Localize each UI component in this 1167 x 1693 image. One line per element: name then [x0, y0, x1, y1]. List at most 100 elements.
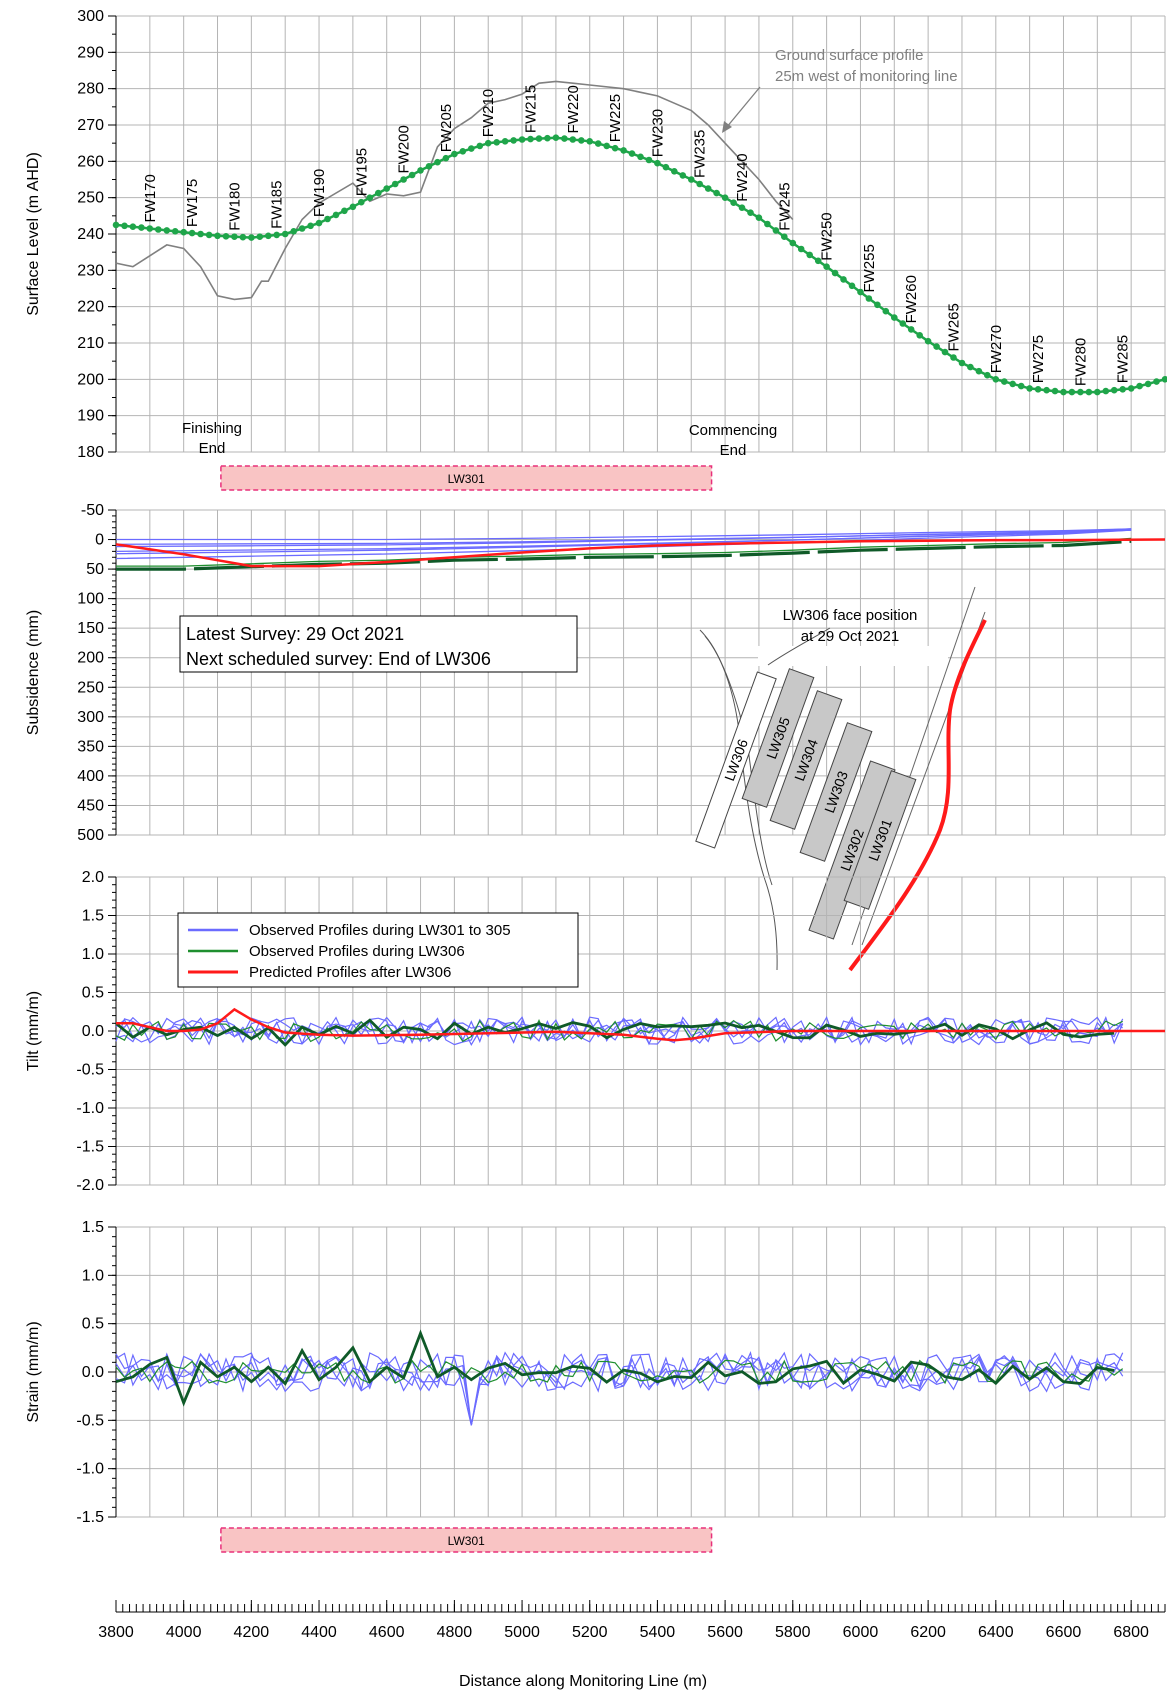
survey-mark-point — [358, 198, 365, 206]
inset-panel-rect — [695, 671, 777, 849]
survey-mark-point — [1001, 378, 1008, 385]
survey-mark-label: FW215 — [523, 85, 540, 133]
survey-mark-point — [865, 295, 873, 302]
lw301-extent-top — [220, 465, 713, 491]
survey-mark-point — [324, 215, 331, 223]
legend-box — [177, 912, 579, 988]
survey-mark-point — [222, 233, 230, 240]
x-tick-label: 5800 — [775, 1624, 811, 1641]
x-tick-label: 6000 — [843, 1624, 879, 1641]
survey-mark-point — [544, 134, 551, 142]
inset-panel-rect — [769, 690, 843, 830]
survey-mark-point — [781, 233, 788, 240]
distance-axis: 3800 4000 4200 4400 4600 4800 5000 5200 5400 5600… — [98, 1600, 1166, 1641]
survey-mark-point — [171, 228, 179, 235]
survey-mark-point — [1119, 386, 1126, 393]
survey-mark-point — [662, 163, 670, 171]
survey-mark-point — [637, 153, 644, 161]
legend — [177, 912, 579, 988]
survey-mark-point — [332, 211, 340, 219]
survey-mark-point — [603, 142, 610, 150]
finishing-end-line2: End — [199, 440, 226, 457]
survey-mark-point — [814, 257, 822, 265]
y-tick-label: 150 — [77, 620, 104, 637]
survey-mark-point — [1051, 387, 1059, 395]
survey-mark-point — [434, 158, 441, 166]
survey-line-latest: Latest Survey: 29 Oct 2021 — [186, 624, 404, 644]
survey-mark-label: FW235 — [692, 130, 709, 178]
survey-mark-point — [121, 222, 128, 230]
survey-mark-point — [738, 204, 746, 211]
survey-mark-point — [425, 163, 433, 170]
survey-mark-point — [950, 354, 957, 361]
survey-mark-label: FW280 — [1072, 338, 1089, 386]
survey-mark-label: FW275 — [1030, 335, 1047, 383]
x-tick-label: 4600 — [369, 1624, 405, 1641]
survey-mark-point — [290, 228, 298, 235]
y-tick-label: 1.0 — [82, 946, 104, 963]
survey-mark-label: FW205 — [438, 104, 455, 152]
leader-line — [767, 627, 831, 666]
finishing-end-line1: Finishing — [182, 420, 242, 437]
y-tick-label: -1.0 — [76, 1461, 104, 1478]
survey-mark-point — [248, 234, 255, 241]
survey-mark-point — [256, 233, 264, 240]
survey-mark-point — [349, 203, 357, 211]
subsidence-observed-306-line — [116, 537, 1132, 567]
survey-mark-point — [366, 194, 374, 201]
survey-mark-label: FW230 — [649, 109, 666, 157]
survey-mark-point — [231, 233, 238, 240]
survey-mark-label: FW270 — [988, 325, 1005, 373]
survey-mark-point — [713, 189, 720, 197]
y-tick-label: 500 — [77, 827, 104, 844]
survey-mark-point — [916, 332, 923, 339]
x-tick-label: 3800 — [98, 1624, 134, 1641]
legend-label-observed-306: Observed Profiles during LW306 — [249, 943, 465, 960]
strain-chart: -1.5 -1.0 -0.5 0.0 0.5 1.0 1.5 Strain (mm/m) LW3… — [25, 1219, 1166, 1553]
survey-mark-point — [967, 363, 974, 371]
survey-mark-point — [205, 231, 213, 239]
y-tick-label: -2.0 — [76, 1177, 104, 1194]
subsidence-observed-301-305-line — [115, 528, 1132, 548]
inset-predicted-subsidence-curve — [848, 619, 987, 972]
survey-mark-point — [721, 194, 729, 201]
survey-mark-label: FW190 — [311, 169, 328, 217]
survey-mark-point — [442, 154, 450, 162]
survey-mark-point — [797, 245, 805, 253]
y-axis-title: Surface Level (m AHD) — [25, 152, 42, 316]
survey-mark-point — [1060, 388, 1067, 396]
survey-mark-point — [688, 176, 695, 183]
y-axis-title: Strain (mm/m) — [25, 1321, 42, 1422]
x-tick-label: 4200 — [234, 1624, 270, 1641]
y-tick-label: 0.5 — [82, 1316, 104, 1333]
y-tick-label: 350 — [77, 738, 104, 755]
survey-mark-point — [569, 136, 577, 143]
x-tick-label: 6600 — [1046, 1624, 1082, 1641]
y-tick-label: -50 — [81, 502, 104, 519]
survey-mark-point — [391, 180, 399, 188]
survey-mark-point — [518, 136, 526, 143]
survey-mark-point — [984, 371, 991, 379]
survey-mark-point — [400, 176, 407, 183]
survey-mark-label: FW170 — [142, 174, 159, 222]
y-tick-label: -0.5 — [76, 1062, 104, 1079]
survey-mark-point — [265, 232, 272, 240]
survey-mark-point — [214, 232, 221, 240]
tilt-predicted-line — [116, 1007, 1165, 1042]
survey-mark-point — [375, 189, 382, 197]
x-tick-label: 5400 — [640, 1624, 676, 1641]
survey-mark-point — [578, 137, 585, 144]
y-tick-label: 1.5 — [82, 1219, 104, 1236]
survey-mark-point — [1043, 386, 1050, 394]
inset-longwall-panel: LW302 — [808, 760, 896, 940]
survey-mark-point — [848, 282, 856, 290]
y-tick-label: 300 — [77, 8, 104, 25]
commencing-end-line1: Commencing — [689, 422, 777, 439]
survey-mark-point — [933, 343, 940, 350]
lw301-extent-top-label: LW301 — [448, 472, 485, 486]
survey-mark-point — [163, 227, 171, 234]
y-tick-label: 400 — [77, 768, 104, 785]
x-tick-label: 5600 — [707, 1624, 743, 1641]
x-tick-label: 5200 — [572, 1624, 608, 1641]
